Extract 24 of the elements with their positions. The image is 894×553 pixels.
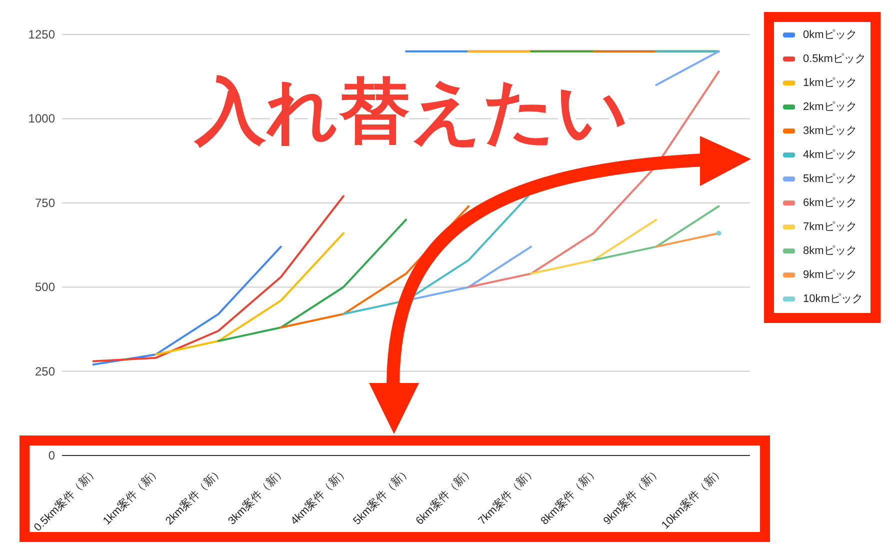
legend-label: 4kmピック (803, 149, 857, 161)
legend-label: 8kmピック (803, 245, 857, 257)
legend-label: 0kmピック (803, 29, 857, 41)
x-tick-label: 9km案件（新） (600, 464, 664, 528)
legend-label: 7kmピック (803, 221, 857, 233)
legend-label: 6kmピック (803, 197, 857, 209)
x-tick-label: 8km案件（新） (538, 464, 601, 528)
y-tick-label: 750 (34, 196, 56, 210)
legend-label: 3kmピック (803, 125, 857, 137)
legend-label: 9kmピック (803, 269, 857, 281)
y-tick-label: 250 (34, 364, 56, 378)
y-tick-label: 1000 (28, 112, 56, 126)
annotation: 入れ替えたい (193, 72, 629, 152)
y-tick-label: 0 (48, 448, 56, 462)
legend-label: 0.5kmピック (803, 53, 866, 65)
y-tick-label: 500 (34, 280, 56, 294)
legend-label: 1kmピック (803, 77, 857, 89)
y-tick-label: 1250 (28, 28, 56, 42)
x-tick-label: 6km案件（新） (413, 464, 476, 528)
x-tick-label: 4km案件（新） (288, 464, 351, 528)
legend-label: 10kmピック (803, 293, 863, 305)
legend-label: 2kmピック (803, 101, 857, 113)
x-tick-label: 7km案件（新） (476, 464, 538, 528)
legend-label: 5kmピック (803, 173, 857, 185)
